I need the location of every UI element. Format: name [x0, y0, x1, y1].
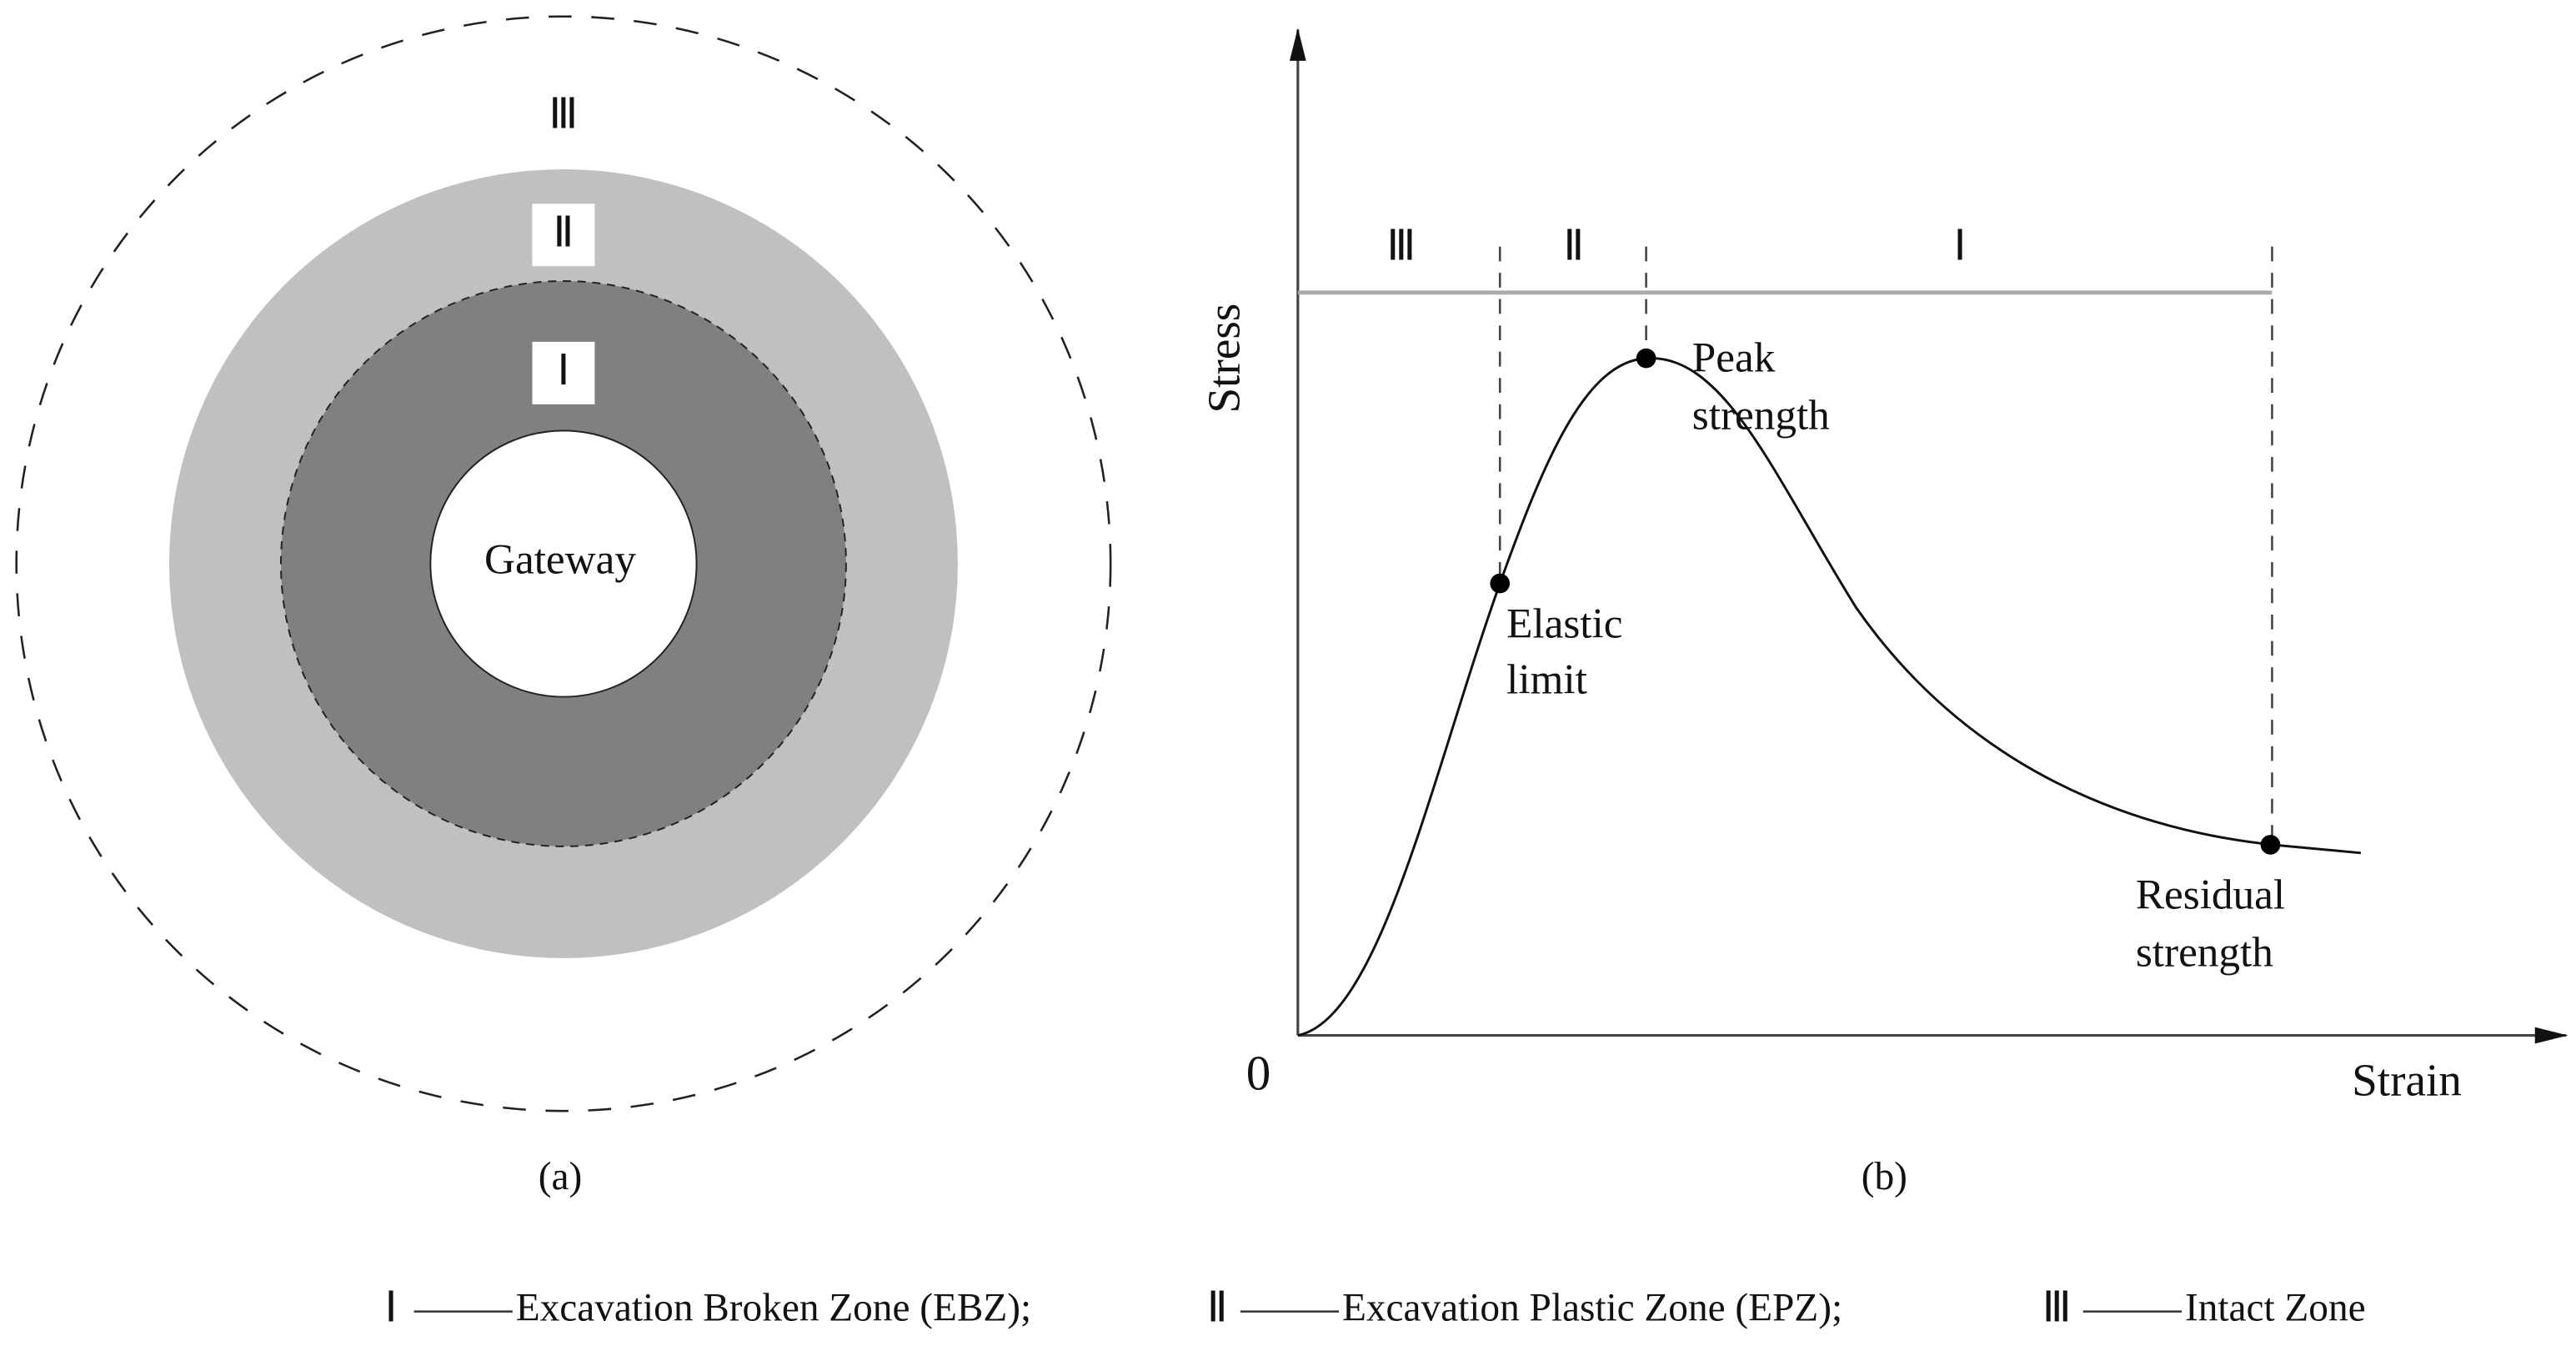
zone-label: Ⅲ: [1386, 222, 1416, 269]
zone-label: Ⅲ: [549, 91, 578, 138]
legend-text: Intact Zone: [2185, 1286, 2366, 1329]
point-label: Peak: [1692, 334, 1776, 381]
point: [1490, 573, 1511, 594]
zone-label: Ⅰ: [557, 347, 569, 394]
zone-label: Ⅱ: [553, 209, 574, 257]
legend-text: Excavation Broken Zone (EBZ);: [516, 1286, 1031, 1329]
caption: (a): [539, 1155, 582, 1198]
x-axis-label: Strain: [2352, 1054, 2462, 1105]
caption: (b): [1862, 1155, 1907, 1198]
point-label: strength: [2136, 929, 2273, 977]
legend-symbol: Ⅱ: [1207, 1283, 1228, 1331]
zone-label: Ⅰ: [1953, 222, 1966, 269]
label-box: [532, 203, 595, 267]
legend-text: Excavation Plastic Zone (EPZ);: [1342, 1286, 1842, 1329]
label-box: [532, 341, 595, 404]
y-axis-label: Stress: [1199, 304, 1250, 414]
panel-a: Ⅲ Ⅱ Ⅰ Gateway (a): [15, 15, 1112, 1198]
point-label: limit: [1506, 656, 1587, 704]
point: [2260, 835, 2281, 855]
point-label: Elastic: [1506, 600, 1622, 648]
point: [1636, 348, 1656, 369]
legend-symbol: Ⅰ: [384, 1283, 397, 1331]
center-label: Gateway: [484, 536, 636, 584]
gateway: [429, 429, 698, 698]
legend-symbol: Ⅲ: [2042, 1283, 2072, 1331]
intact-boundary: [15, 15, 1112, 1112]
zone-label: Ⅱ: [1563, 222, 1584, 269]
legend: Ⅰ Excavation Broken Zone (EBZ); Ⅱ Excava…: [384, 1283, 2365, 1331]
panel-b: Ⅲ Ⅱ Ⅰ Stress Strain 0 Elastic limit Peak…: [1199, 28, 2568, 1198]
origin-label: 0: [1246, 1045, 1271, 1100]
point-label: strength: [1692, 391, 1830, 439]
point-label: Residual: [2136, 871, 2285, 919]
